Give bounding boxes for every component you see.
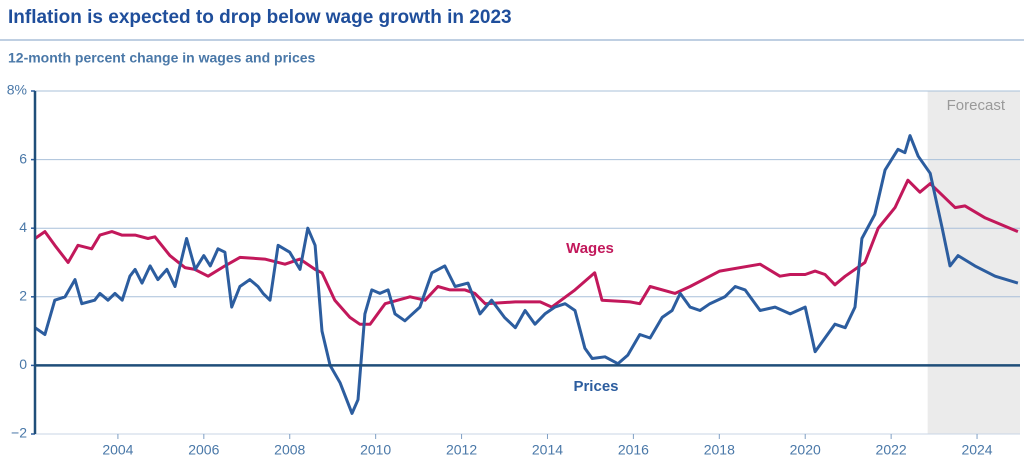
chart-title: Inflation is expected to drop below wage… xyxy=(8,7,512,28)
y-tick-label: −2 xyxy=(11,425,27,441)
y-tick-label: 8% xyxy=(7,82,27,98)
x-tick-label: 2014 xyxy=(532,442,563,458)
x-tick-label: 2012 xyxy=(446,442,477,458)
y-tick-label: 4 xyxy=(19,219,27,235)
x-tick-label: 2010 xyxy=(360,442,391,458)
x-tick-label: 2022 xyxy=(876,442,907,458)
series-label: Wages xyxy=(566,240,614,257)
forecast-label: Forecast xyxy=(947,97,1006,114)
series-label: Prices xyxy=(573,378,618,395)
y-tick-label: 2 xyxy=(19,288,27,304)
x-tick-label: 2020 xyxy=(790,442,821,458)
chart-subtitle: 12-month percent change in wages and pri… xyxy=(8,50,316,66)
series-line xyxy=(34,134,1019,415)
x-tick-label: 2024 xyxy=(961,442,992,458)
x-tick-label: 2004 xyxy=(102,442,133,458)
x-tick-label: 2016 xyxy=(618,442,649,458)
series-line xyxy=(34,178,1019,326)
y-tick-label: 6 xyxy=(19,150,27,166)
x-tick-label: 2008 xyxy=(274,442,305,458)
x-tick-label: 2018 xyxy=(704,442,735,458)
forecast-region xyxy=(927,91,1020,434)
y-tick-label: 0 xyxy=(19,356,27,372)
x-tick-label: 2006 xyxy=(188,442,219,458)
